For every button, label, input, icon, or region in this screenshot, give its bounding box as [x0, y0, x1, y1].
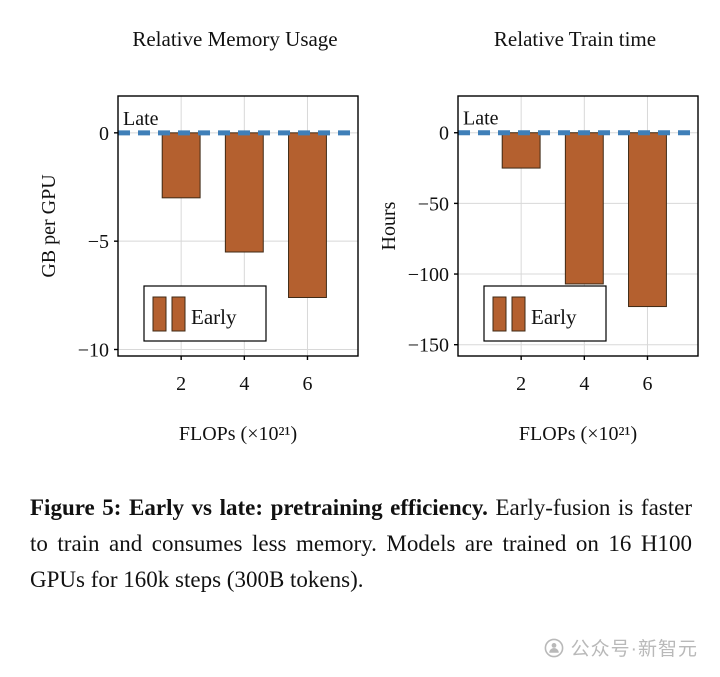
y-tick-label: 0	[439, 123, 449, 145]
watermark: 公众号·新智元	[544, 634, 698, 661]
legend-bar-swatch	[511, 296, 526, 332]
y-tick-label: −5	[88, 231, 109, 253]
x-tick-label: 2	[516, 373, 526, 395]
bar-flops-2	[501, 132, 541, 169]
chart-title-train-time: Relative Train time	[493, 27, 657, 51]
caption-figure-label: Figure 5: Early vs late: pretraining eff…	[30, 495, 488, 520]
x-axis-label: FLOPs (×10²¹)	[179, 423, 297, 445]
watermark-text: 公众号·新智元	[570, 639, 698, 660]
chart-relative-memory-usage: Relative Memory Usage Late 0 −5 −10 2 4 6 GB pe…	[38, 26, 380, 450]
figure-caption: Figure 5: Early vs late: pretraining eff…	[30, 490, 692, 598]
y-tick-label: −150	[408, 335, 449, 357]
plot-frame	[117, 95, 359, 357]
wechat-official-account-icon	[544, 638, 564, 658]
x-tick-label: 4	[579, 373, 589, 395]
legend-bar-swatch	[492, 296, 507, 332]
chart-canvas-train-time: Late 0 −50 −100 −150 2 4 6 Hours FLOPs (×10²¹) Ear…	[378, 95, 699, 445]
chart-relative-train-time: Relative Train time Late 0 −50 −100 −150 2 4 6 H…	[378, 26, 720, 450]
y-tick-label: −100	[408, 264, 449, 286]
legend-label: Early	[531, 305, 577, 329]
x-axis-label: FLOPs (×10²¹)	[519, 423, 637, 445]
x-tick-label: 6	[302, 373, 312, 395]
y-tick-label: 0	[99, 123, 109, 145]
bar-flops-4	[564, 132, 604, 285]
bar-flops-6	[628, 132, 667, 308]
x-tick-label: 6	[642, 373, 652, 395]
plot-frame	[457, 95, 699, 357]
legend-label: Early	[191, 305, 237, 329]
bar-flops-2	[161, 132, 201, 199]
baseline-label: Late	[123, 108, 159, 130]
y-axis-label: Hours	[378, 201, 400, 250]
y-tick-label: −50	[418, 193, 449, 215]
y-tick-label: −10	[78, 340, 109, 362]
y-axis-label: GB per GPU	[38, 174, 60, 278]
legend-bar-swatch	[152, 296, 167, 332]
bar-flops-4	[224, 132, 264, 253]
legend-bar-swatch	[171, 296, 186, 332]
charts-row: Relative Memory Usage Late 0 −5 −10 2 4 6 GB pe…	[38, 26, 720, 450]
x-tick-label: 4	[239, 373, 249, 395]
baseline-label: Late	[463, 108, 499, 130]
chart-canvas-memory: Late 0 −5 −10 2 4 6 GB per GPU FLOPs (×10²¹) Earl…	[38, 95, 359, 445]
caption-text: Early-fusion is faster to train and cons…	[30, 495, 692, 592]
x-tick-label: 2	[176, 373, 186, 395]
bar-flops-6	[288, 132, 327, 299]
chart-title-memory: Relative Memory Usage	[132, 27, 338, 51]
